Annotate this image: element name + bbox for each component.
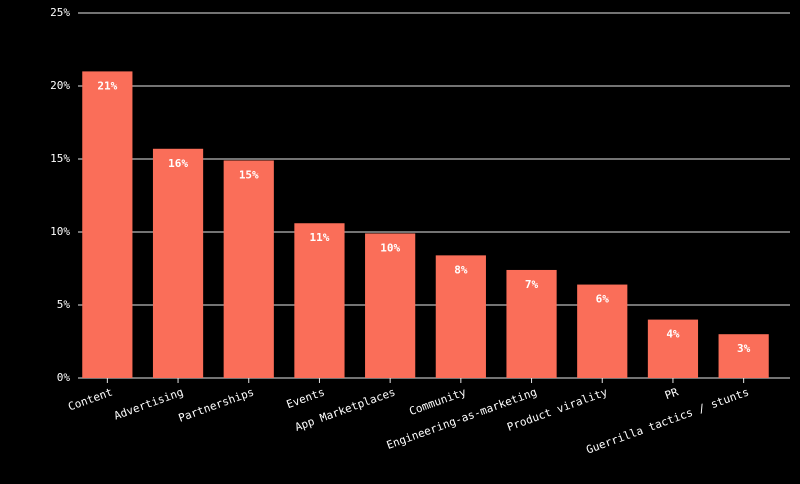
value-label: 21% [97,79,117,92]
bar [294,223,345,378]
value-label: 15% [239,168,259,181]
x-tick-label: Advertising [112,385,185,422]
x-tick-label: Partnerships [177,385,256,424]
y-tick-label: 20% [50,79,70,92]
value-label: 3% [737,342,751,355]
value-label: 7% [525,278,539,291]
bar [82,71,133,379]
value-label: 6% [596,293,610,306]
bar [506,269,557,378]
bar [223,160,274,378]
x-tick-label: Content [66,385,114,413]
bar [577,284,628,378]
value-label: 8% [454,263,468,276]
y-tick-label: 5% [57,298,71,311]
y-tick-label: 10% [50,225,70,238]
value-label: 10% [380,241,400,254]
y-tick-label: 0% [57,371,71,384]
value-label: 11% [310,231,330,244]
bar [647,319,699,378]
bar [718,334,769,378]
y-tick-label: 25% [50,6,70,19]
value-label: 4% [666,328,680,341]
bar [365,233,416,378]
value-label: 16% [168,157,188,170]
bar [435,255,486,378]
x-tick-label: Events [285,385,327,411]
x-tick-label: PR [663,385,680,402]
bar [152,148,204,378]
y-tick-label: 15% [50,152,70,165]
